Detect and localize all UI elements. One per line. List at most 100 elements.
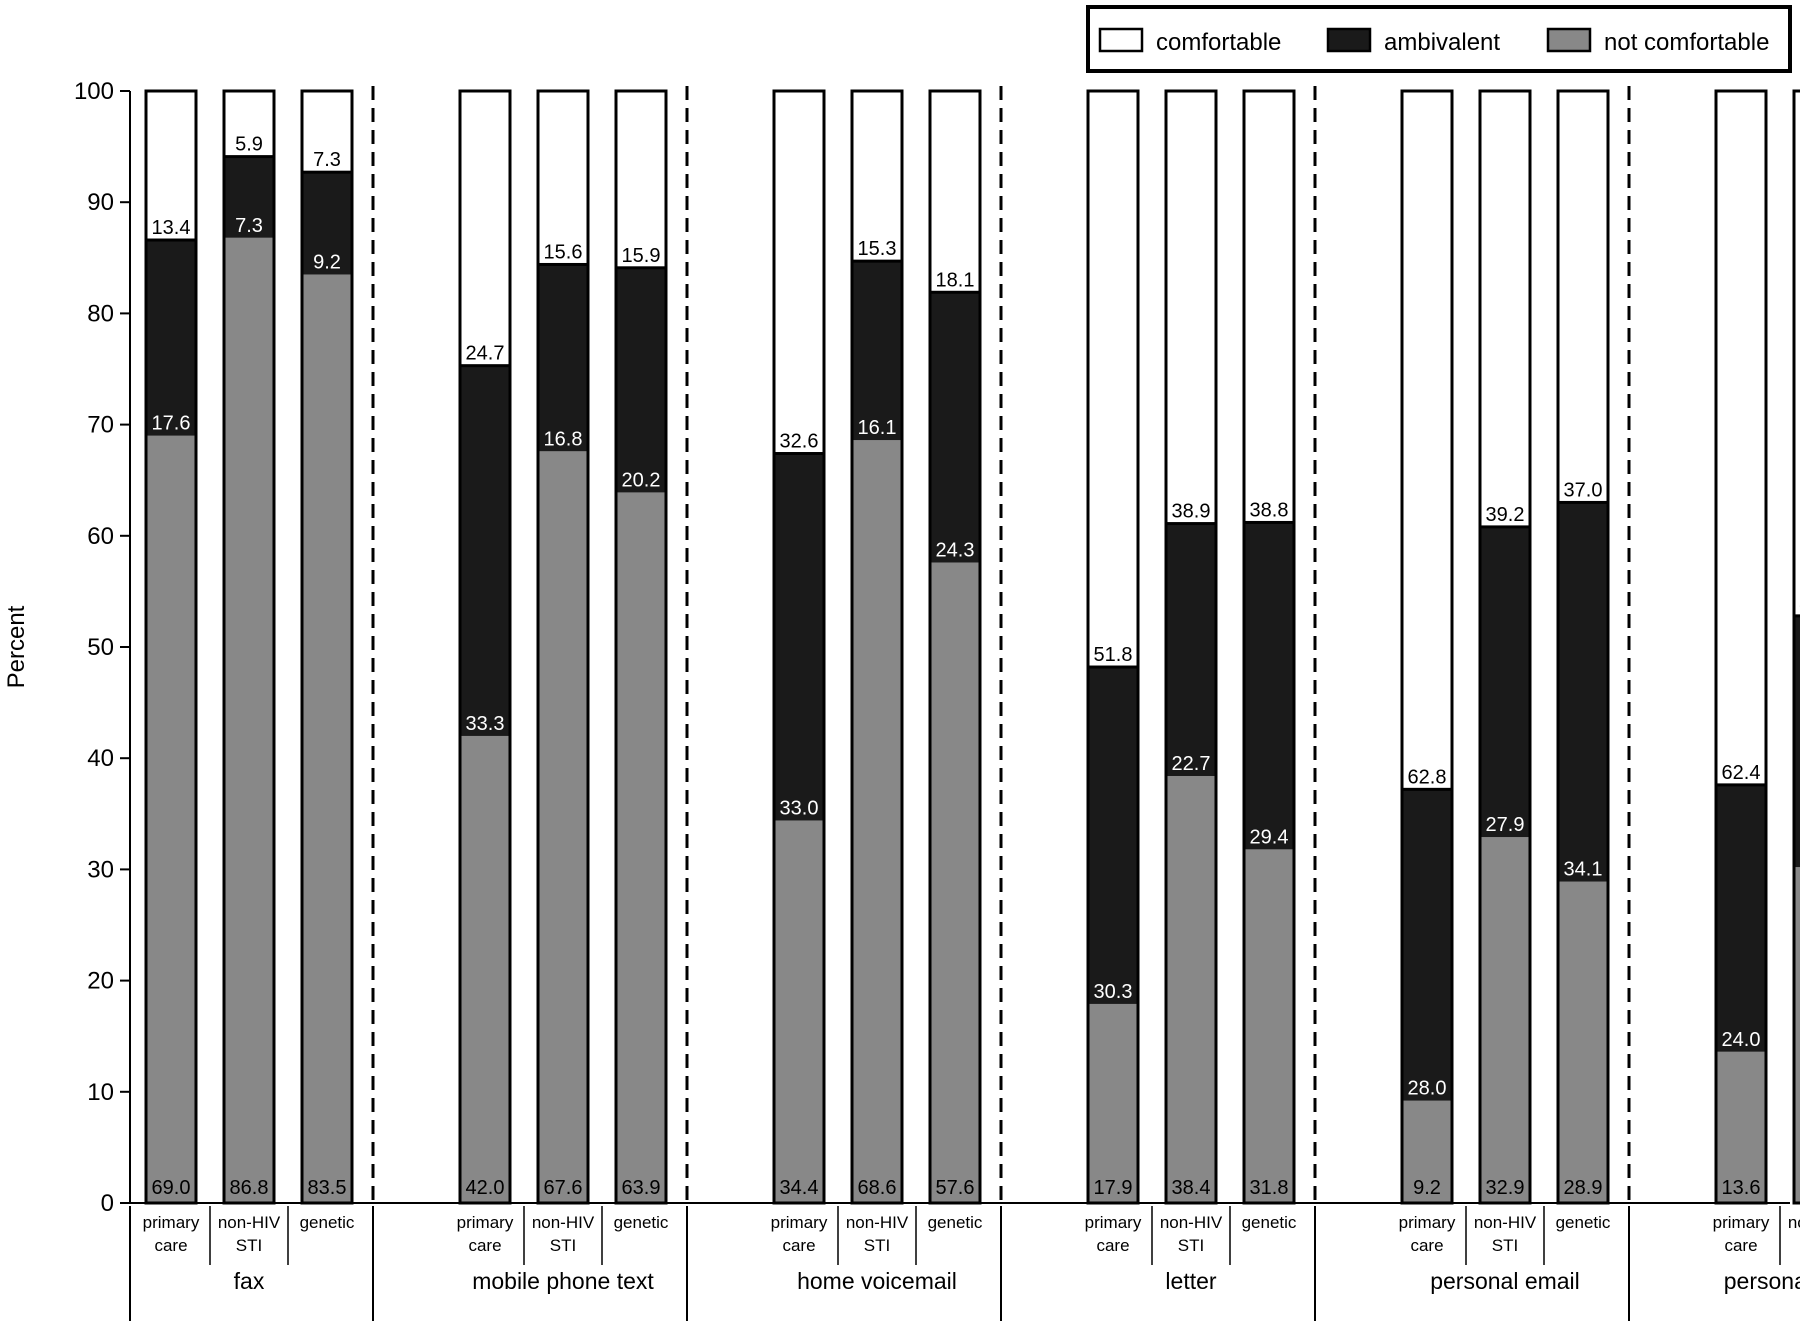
bar-not-comfortable: [1716, 1051, 1766, 1203]
category-label: non-HIV: [846, 1213, 909, 1232]
bars-layer: 69.0 17.6 13.4 86.8 7.3 5.9 83.5 9.2 7.3 42.0 33.3…: [144, 89, 1800, 1205]
value-label-not-comfortable: 42.0: [466, 1177, 505, 1199]
category-label: genetic: [1242, 1213, 1297, 1232]
value-label-comfortable: 38.9: [1172, 501, 1211, 523]
bar-not-comfortable: [1480, 837, 1530, 1203]
category-label: care: [1410, 1236, 1443, 1255]
bar-not-comfortable: [1402, 1100, 1452, 1203]
category-label: primary: [771, 1213, 828, 1232]
value-label-ambivalent: 28.0: [1408, 1078, 1447, 1100]
value-label-comfortable: 38.8: [1250, 499, 1289, 521]
bar-not-comfortable: [1166, 775, 1216, 1203]
bar-ambivalent: [852, 261, 902, 441]
value-label-comfortable: 15.3: [858, 238, 897, 260]
value-label-comfortable: 37.0: [1564, 479, 1603, 501]
bar-ambivalent: [146, 240, 196, 436]
y-tick-label: 30: [87, 856, 114, 883]
bar-ambivalent: [538, 264, 588, 452]
category-label: primary: [1713, 1213, 1770, 1232]
group-label: letter: [1165, 1268, 1216, 1294]
y-tick-label: 40: [87, 745, 114, 772]
value-label-not-comfortable: 38.4: [1172, 1177, 1211, 1199]
value-label-not-comfortable: 31.8: [1250, 1177, 1289, 1199]
value-label-comfortable: 5.9: [235, 134, 263, 156]
category-label: primary: [1399, 1213, 1456, 1232]
category-label: STI: [864, 1236, 890, 1255]
value-label-comfortable: 7.3: [313, 149, 341, 171]
bar-comfortable: [772, 89, 826, 456]
bar-comfortable: [144, 89, 198, 242]
bar-comfortable: [850, 89, 904, 263]
y-tick-label: 90: [87, 189, 114, 216]
value-label-not-comfortable: 83.5: [308, 1177, 347, 1199]
bar-ambivalent: [302, 172, 352, 275]
bar-comfortable: [1164, 89, 1218, 526]
category-label: primary: [457, 1213, 514, 1232]
category-label: non-HIV: [1474, 1213, 1537, 1232]
value-label-ambivalent: 34.1: [1564, 859, 1603, 881]
value-label-ambivalent: 16.8: [544, 428, 583, 450]
category-label: STI: [550, 1236, 576, 1255]
value-label-ambivalent: 22.7: [1172, 753, 1211, 775]
bar-not-comfortable: [146, 435, 196, 1204]
category-label: genetic: [1556, 1213, 1611, 1232]
value-label-comfortable: 13.4: [152, 217, 191, 239]
value-label-not-comfortable: 17.9: [1094, 1177, 1133, 1199]
category-label: care: [154, 1236, 187, 1255]
value-label-comfortable: 24.7: [466, 343, 505, 365]
bar-ambivalent: [1088, 667, 1138, 1004]
bar-not-comfortable: [616, 492, 666, 1203]
y-axis: 0 10 20 30 40 50 60 70 80 90 100: [74, 78, 131, 1217]
value-label-ambivalent: 17.6: [152, 413, 191, 435]
bar-comfortable: [1242, 89, 1296, 524]
value-label-comfortable: 62.4: [1722, 762, 1761, 784]
bar-ambivalent: [1558, 502, 1608, 882]
bar-not-comfortable: [302, 274, 352, 1204]
bar-ambivalent: [1716, 784, 1766, 1052]
category-label: non-HIV: [532, 1213, 595, 1232]
bar-comfortable: [536, 89, 590, 266]
bar-ambivalent: [1244, 522, 1294, 850]
bar-not-comfortable: [1244, 849, 1294, 1203]
category-label: primary: [1085, 1213, 1142, 1232]
value-label-comfortable: 15.6: [544, 241, 583, 263]
y-tick-label: 50: [87, 634, 114, 661]
y-tick-label: 60: [87, 523, 114, 550]
value-label-comfortable: 15.9: [622, 245, 661, 267]
group-label: home voicemail: [797, 1268, 957, 1294]
y-tick-label: 80: [87, 300, 114, 327]
bar-comfortable: [1478, 89, 1532, 529]
bar-comfortable: [614, 89, 668, 270]
value-label-ambivalent: 16.1: [858, 417, 897, 439]
bar-comfortable: [458, 89, 512, 368]
value-label-ambivalent: 29.4: [1250, 826, 1289, 848]
y-tick-label: 20: [87, 968, 114, 995]
value-label-not-comfortable: 86.8: [230, 1177, 269, 1199]
bar-ambivalent: [774, 453, 824, 821]
value-label-ambivalent: 7.3: [235, 215, 263, 237]
group-label: mobile phone text: [472, 1268, 654, 1294]
value-label-ambivalent: 20.2: [622, 469, 661, 491]
y-axis-label: Percent: [3, 605, 30, 688]
category-label: non-HIV: [218, 1213, 281, 1232]
value-label-not-comfortable: 9.2: [1413, 1177, 1441, 1199]
bar-comfortable: [1714, 89, 1768, 787]
bar-outline: [1792, 89, 1800, 1205]
value-label-not-comfortable: 57.6: [936, 1177, 975, 1199]
value-label-ambivalent: 33.0: [780, 797, 819, 819]
value-label-not-comfortable: 63.9: [622, 1177, 661, 1199]
value-label-not-comfortable: 69.0: [152, 1177, 191, 1199]
bar-ambivalent: [1794, 615, 1800, 868]
bar-ambivalent: [1480, 526, 1530, 838]
value-label-comfortable: 18.1: [936, 269, 975, 291]
bar-ambivalent: [930, 292, 980, 563]
category-label: genetic: [928, 1213, 983, 1232]
value-label-ambivalent: 24.3: [936, 539, 975, 561]
bar-not-comfortable: [1558, 881, 1608, 1203]
value-label-comfortable: 62.8: [1408, 766, 1447, 788]
category-label: genetic: [300, 1213, 355, 1232]
value-label-ambivalent: 9.2: [313, 251, 341, 273]
category-label: STI: [1492, 1236, 1518, 1255]
value-label-ambivalent: 24.0: [1722, 1029, 1761, 1051]
bar-not-comfortable: [1088, 1003, 1138, 1203]
